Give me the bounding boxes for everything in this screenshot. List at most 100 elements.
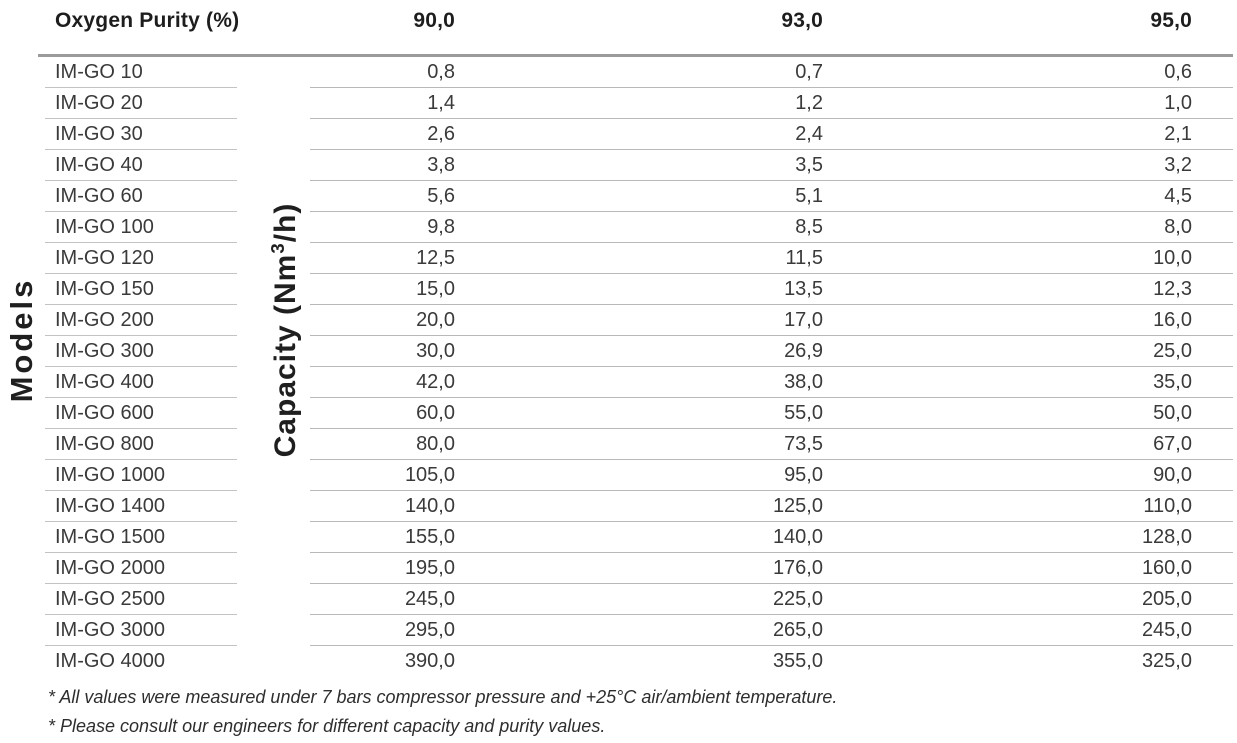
purity-column-header-90: 90,0 (413, 9, 455, 32)
table-row: IM-GO 60 5,6 5,1 4,5 (0, 181, 1237, 212)
capacity-value-95-0: 110,0 (980, 491, 1233, 522)
table-row: IM-GO 30 2,6 2,4 2,1 (0, 119, 1237, 150)
capacity-value-95-0: 16,0 (980, 305, 1233, 336)
capacity-value-90-0: 1,4 (310, 88, 610, 119)
table-row: IM-GO 150 15,0 13,5 12,3 (0, 274, 1237, 305)
header-left-spacer (0, 9, 45, 33)
capacity-value-93-0: 11,5 (610, 243, 980, 274)
model-name: IM-GO 1000 (45, 460, 237, 491)
capacity-label-gap (237, 553, 310, 584)
capacity-value-95-0: 205,0 (980, 584, 1233, 615)
capacity-value-90-0: 3,8 (310, 150, 610, 181)
table-row: IM-GO 800 80,0 73,5 67,0 (0, 429, 1237, 460)
capacity-value-95-0: 90,0 (980, 460, 1233, 491)
model-name: IM-GO 2500 (45, 584, 237, 615)
capacity-label-gap (237, 212, 310, 243)
capacity-value-90-0: 20,0 (310, 305, 610, 336)
capacity-value-93-0: 140,0 (610, 522, 980, 553)
capacity-label-gap (237, 57, 310, 88)
row-left-spacer (0, 584, 45, 615)
capacity-value-90-0: 42,0 (310, 367, 610, 398)
capacity-label-gap (237, 646, 310, 677)
model-name: IM-GO 800 (45, 429, 237, 460)
capacity-label-gap (237, 305, 310, 336)
capacity-label-gap (237, 181, 310, 212)
model-name: IM-GO 150 (45, 274, 237, 305)
row-left-spacer (0, 398, 45, 429)
row-left-spacer (0, 491, 45, 522)
row-left-spacer (0, 57, 45, 88)
capacity-value-93-0: 0,7 (610, 57, 980, 88)
capacity-value-93-0: 95,0 (610, 460, 980, 491)
corner-header-oxygen-purity: Oxygen Purity (%) (55, 9, 240, 32)
capacity-value-90-0: 155,0 (310, 522, 610, 553)
footnote-consult-engineers: * Please consult our engineers for diffe… (48, 716, 606, 736)
capacity-value-93-0: 355,0 (772, 650, 823, 672)
capacity-value-90-0: 140,0 (310, 491, 610, 522)
capacity-label-gap (237, 243, 310, 274)
capacity-value-95-0: 67,0 (980, 429, 1233, 460)
table-row: IM-GO 10 0,8 0,7 0,6 (0, 57, 1237, 88)
table-header-row: Oxygen Purity (%) 90,0 93,0 95,0 (0, 0, 1237, 33)
model-name: IM-GO 300 (45, 336, 237, 367)
capacity-value-95-0: 10,0 (980, 243, 1233, 274)
row-left-spacer (0, 522, 45, 553)
capacity-label-gap (237, 336, 310, 367)
table-row: IM-GO 1400 140,0 125,0 110,0 (0, 491, 1237, 522)
table-row: IM-GO 400 42,0 38,0 35,0 (0, 367, 1237, 398)
table-row: IM-GO 1000 105,0 95,0 90,0 (0, 460, 1237, 491)
capacity-value-93-0: 73,5 (610, 429, 980, 460)
capacity-label-gap (237, 491, 310, 522)
capacity-label-gap (237, 398, 310, 429)
capacity-label-gap (237, 119, 310, 150)
header-separator-line (38, 54, 1233, 57)
purity-column-header-93: 93,0 (781, 9, 823, 32)
capacity-value-93-0: 13,5 (610, 274, 980, 305)
capacity-value-90-0: 9,8 (310, 212, 610, 243)
capacity-value-95-0: 35,0 (980, 367, 1233, 398)
table-row: IM-GO 3000 295,0 265,0 245,0 (0, 615, 1237, 646)
capacity-value-95-0: 1,0 (980, 88, 1233, 119)
purity-column-header-95: 95,0 (1150, 9, 1192, 32)
capacity-value-93-0: 26,9 (610, 336, 980, 367)
row-left-spacer (0, 119, 45, 150)
table-row: IM-GO 2500 245,0 225,0 205,0 (0, 584, 1237, 615)
capacity-label-gap (237, 522, 310, 553)
model-name: IM-GO 400 (45, 367, 237, 398)
capacity-value-93-0: 225,0 (610, 584, 980, 615)
capacity-value-95-0: 0,6 (980, 57, 1233, 88)
row-left-spacer (0, 212, 45, 243)
table-row: IM-GO 20 1,4 1,2 1,0 (0, 88, 1237, 119)
model-name: IM-GO 120 (45, 243, 237, 274)
capacity-value-90-0: 5,6 (310, 181, 610, 212)
table-row: IM-GO 600 60,0 55,0 50,0 (0, 398, 1237, 429)
capacity-value-93-0: 3,5 (610, 150, 980, 181)
capacity-value-93-0: 265,0 (610, 615, 980, 646)
row-left-spacer (0, 615, 45, 646)
model-name: IM-GO 600 (45, 398, 237, 429)
row-left-spacer (0, 305, 45, 336)
model-name: IM-GO 1500 (45, 522, 237, 553)
footnote-measurement-conditions: * All values were measured under 7 bars … (48, 687, 838, 707)
model-name: IM-GO 4000 (55, 650, 166, 672)
table-row: IM-GO 300 30,0 26,9 25,0 (0, 336, 1237, 367)
table-row: IM-GO 120 12,5 11,5 10,0 (0, 243, 1237, 274)
capacity-label-gap (237, 615, 310, 646)
model-name: IM-GO 3000 (45, 615, 237, 646)
capacity-value-90-0: 2,6 (310, 119, 610, 150)
table-row: IM-GO 200 20,0 17,0 16,0 (0, 305, 1237, 336)
capacity-value-90-0: 195,0 (310, 553, 610, 584)
row-left-spacer (0, 181, 45, 212)
capacity-value-90-0: 12,5 (310, 243, 610, 274)
capacity-value-95-0: 160,0 (980, 553, 1233, 584)
row-left-spacer (0, 460, 45, 491)
row-left-spacer (0, 367, 45, 398)
capacity-value-95-0: 4,5 (980, 181, 1233, 212)
model-name: IM-GO 60 (45, 181, 237, 212)
capacity-label-gap (237, 584, 310, 615)
capacity-label-gap (237, 367, 310, 398)
model-name: IM-GO 200 (45, 305, 237, 336)
capacity-value-95-0: 3,2 (980, 150, 1233, 181)
model-name: IM-GO 2000 (45, 553, 237, 584)
table-row: IM-GO 2000 195,0 176,0 160,0 (0, 553, 1237, 584)
